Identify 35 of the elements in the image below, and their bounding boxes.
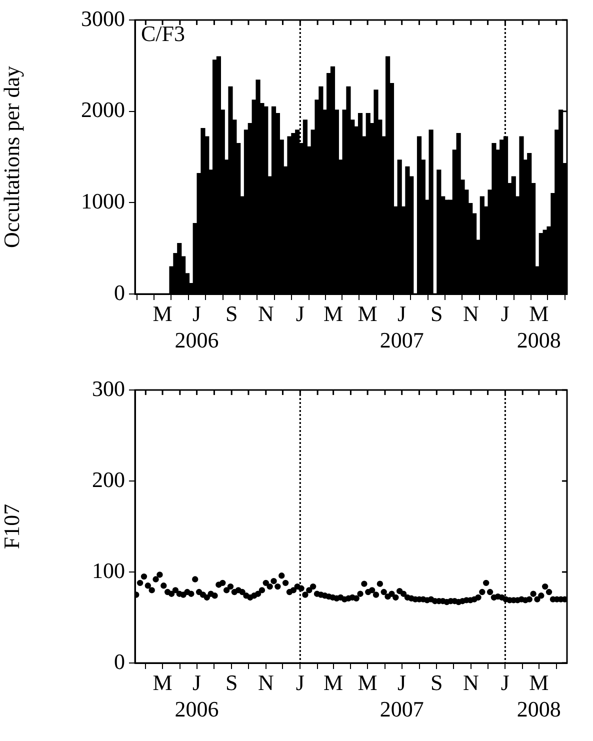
x-tick-label: M (152, 300, 172, 326)
x-tick-label: J 2006 (174, 300, 219, 352)
y-axis-title: Occultations per day (0, 66, 24, 248)
y-tick-label: 100 (92, 558, 125, 583)
x-tick-label: S (226, 670, 238, 695)
x-tick-label: M (324, 670, 344, 695)
x-tick-label: N (462, 300, 479, 326)
x-tick-label: S (226, 300, 238, 326)
x-tick-label: J 2007 (380, 300, 424, 352)
x-tick-label: N (462, 670, 479, 695)
x-tick-label: M (152, 670, 172, 695)
x-tick-label: M (324, 300, 344, 326)
annotation: C/F3 (141, 20, 186, 46)
x-tick-label: S (430, 670, 443, 695)
x-tick-label: J (296, 670, 305, 695)
x-tick-label: J (296, 300, 305, 326)
x-tick-label: S (430, 300, 443, 326)
x-tick-label: M 2008 (516, 670, 561, 722)
x-tick-label: J 2007 (380, 670, 424, 722)
x-tick-label: J (500, 670, 510, 695)
x-tick-label: N (258, 300, 274, 326)
x-tick-label: J (500, 300, 510, 326)
y-axis-title: F107 (0, 504, 24, 550)
y-tick-label: 1000 (81, 188, 125, 214)
x-tick-label: M (358, 670, 378, 695)
x-tick-label: M 2008 (516, 300, 561, 352)
y-tick-label: 300 (92, 376, 125, 401)
y-tick-label: 0 (114, 280, 125, 305)
x-tick-label: J 2006 (174, 670, 219, 722)
y-tick-label: 200 (92, 466, 125, 492)
y-tick-label: 0 (114, 648, 125, 674)
x-tick-label: N (258, 670, 274, 695)
y-tick-label: 2000 (81, 97, 125, 122)
x-tick-label: M (358, 300, 378, 326)
y-tick-label: 3000 (81, 6, 125, 31)
